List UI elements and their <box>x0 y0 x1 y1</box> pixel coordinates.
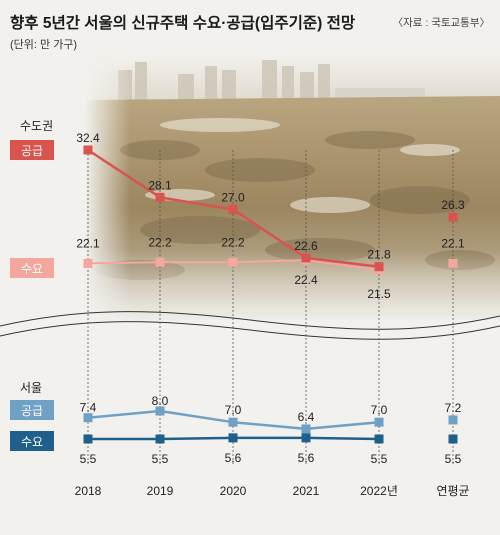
seoul-supply-badge <box>10 400 54 420</box>
seoul-1-average-label: 5.5 <box>445 452 462 466</box>
cap-1-data-label-2: 22.2 <box>221 235 245 249</box>
axis-break-wave-bottom <box>0 321 500 340</box>
background-photo <box>85 55 500 325</box>
x-tick-label-4: 2022년 <box>360 484 398 498</box>
cap-1-data-label-0: 22.1 <box>76 236 100 250</box>
capital-demand-badge-label: 수요 <box>21 262 43 276</box>
x-tick-label-3: 2021 <box>293 484 320 498</box>
cap-1-data-label-4: 21.5 <box>367 287 391 301</box>
seoul-0-data-label-0: 7.4 <box>80 401 97 415</box>
seoul-1-data-label-1: 5.5 <box>152 452 169 466</box>
cap-0-point-0 <box>83 145 93 155</box>
cap-0-data-label-1: 28.1 <box>148 178 172 192</box>
seoul-0-average-label: 7.2 <box>445 401 462 415</box>
capital-demand-badge <box>10 258 54 278</box>
seoul-1-data-label-3: 5.6 <box>298 451 315 465</box>
cap-0-data-label-0: 32.4 <box>76 131 100 145</box>
cap-0-data-label-3: 22.6 <box>294 239 318 253</box>
x-tick-label-2: 2020 <box>220 484 247 498</box>
cap-0-point-2 <box>228 204 238 214</box>
seoul-0-point-0 <box>83 413 93 423</box>
cap-0-point-3 <box>301 253 311 263</box>
plot-area: 2018 2019 2020 2021 2022년 연평균 22.1 22.2 22.2 22.4… <box>75 131 470 498</box>
seoul-1-point-3 <box>301 433 311 443</box>
seoul-0-point-1 <box>155 406 165 416</box>
cap-1-point-1 <box>155 257 165 267</box>
seoul-1-average-point <box>448 434 458 444</box>
chart-title: 향후 5년간 서울의 신규주택 수요·공급(입주기준) 전망 <box>10 13 356 32</box>
seoul-1-data-label-0: 5.5 <box>80 452 97 466</box>
axis-break-wave-top <box>0 311 500 330</box>
seoul-0-average-point <box>448 415 458 425</box>
cap-1-point-2 <box>228 257 238 267</box>
seoul-0-data-label-3: 6.4 <box>298 410 315 424</box>
seoul-0-data-label-2: 7.0 <box>225 403 242 417</box>
seoul-supply-badge-label: 공급 <box>21 404 43 418</box>
seoul-0-point-3 <box>301 424 311 434</box>
cap-0-average-label: 26.3 <box>441 198 465 212</box>
x-tick-label-0: 2018 <box>75 484 102 498</box>
seoul-1-data-label-2: 5.6 <box>225 451 242 465</box>
cap-1-average-point <box>448 258 458 268</box>
cap-0-point-4 <box>374 262 384 272</box>
cap-0-data-label-4: 21.8 <box>367 248 391 262</box>
seoul-1-point-2 <box>228 433 238 443</box>
chart-source: 〈자료 : 국토교통부〉 <box>393 17 490 29</box>
capital-supply-badge-label: 공급 <box>21 144 43 158</box>
seoul-0-point-4 <box>374 417 384 427</box>
seoul-1-data-label-4: 5.5 <box>371 452 388 466</box>
seoul-group-label: 서울 <box>20 381 42 395</box>
seoul-1-point-0 <box>83 434 93 444</box>
seoul-0-data-label-1: 8.0 <box>152 394 169 408</box>
cap-1-data-label-3: 22.4 <box>294 273 318 287</box>
x-tick-label-1: 2019 <box>147 484 174 498</box>
cap-1-average-label: 22.1 <box>441 236 465 250</box>
seoul-0-data-label-4: 7.0 <box>371 403 388 417</box>
capital-supply-badge <box>10 140 54 160</box>
seoul-1-point-4 <box>374 434 384 444</box>
seoul-demand-badge <box>10 431 54 451</box>
capital-group-label: 수도권 <box>20 119 53 133</box>
seoul-0-point-2 <box>228 417 238 427</box>
cap-1-point-0 <box>83 258 93 268</box>
seoul-demand-badge-label: 수요 <box>21 435 43 449</box>
seoul-1-point-1 <box>155 434 165 444</box>
unit-label: (단위: 만 가구) <box>10 38 77 51</box>
cap-1-data-label-1: 22.2 <box>148 235 172 249</box>
cap-0-data-label-2: 27.0 <box>221 190 245 204</box>
x-tick-label-5: 연평균 <box>436 484 469 498</box>
cap-0-point-1 <box>155 192 165 202</box>
cap-0-average-point <box>448 212 458 222</box>
